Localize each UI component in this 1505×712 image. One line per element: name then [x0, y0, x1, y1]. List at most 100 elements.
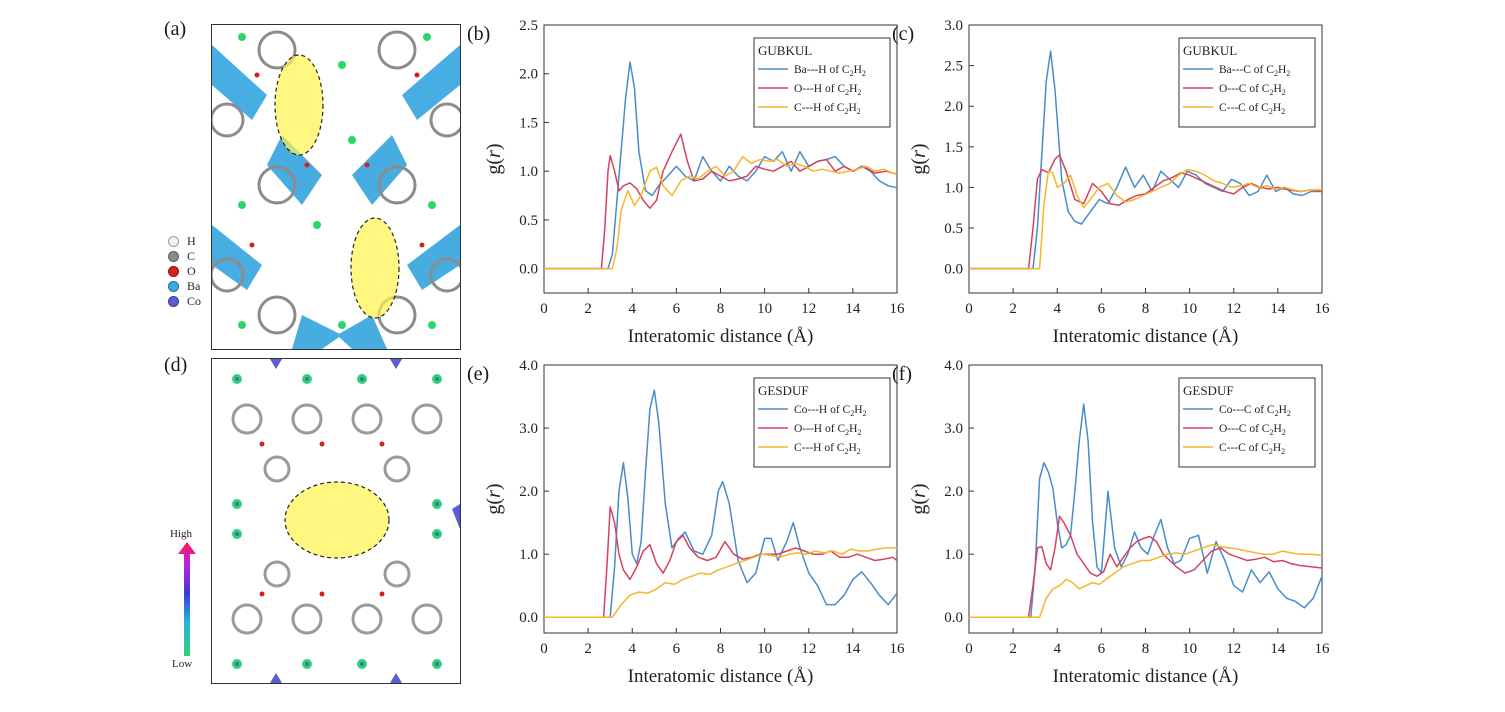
- x-tick-label: 4: [629, 301, 637, 317]
- y-tick-label: 2.0: [944, 99, 963, 115]
- y-tick-label: 4.0: [519, 358, 538, 374]
- x-axis-label: Interatomic distance (Å): [1053, 326, 1239, 347]
- legend-entry: Co---H of C2H2: [794, 404, 867, 418]
- atom-h-swatch: [168, 236, 179, 247]
- legend-entry: Co---C of C2H2: [1219, 404, 1291, 418]
- y-tick-label: 1.0: [944, 180, 963, 196]
- y-tick-label: 2.0: [519, 484, 538, 500]
- structure-image-d: [211, 358, 461, 684]
- x-tick-label: 8: [717, 301, 725, 317]
- y-tick-label: 3.0: [944, 421, 963, 437]
- x-tick-label: 2: [584, 641, 592, 657]
- atom-legend-label: Ba: [187, 279, 201, 293]
- y-axis-label: g(r): [483, 483, 505, 514]
- scale-low-label: Low: [172, 658, 193, 670]
- y-tick-label: 0.0: [519, 262, 538, 278]
- x-tick-label: 0: [540, 301, 548, 317]
- x-tick-label: 6: [673, 641, 681, 657]
- legend-entry: Ba---C of C2H2: [1219, 64, 1290, 78]
- x-tick-label: 2: [1009, 641, 1017, 657]
- series-line: [544, 506, 898, 618]
- y-tick-label: 1.0: [519, 164, 538, 180]
- y-tick-label: 0.0: [944, 262, 963, 278]
- atom-legend-label: H: [187, 234, 196, 248]
- x-tick-label: 8: [1142, 301, 1150, 317]
- mof-structure-gubkul: [212, 30, 460, 349]
- atom-legend-label: O: [187, 264, 196, 278]
- x-tick-label: 16: [1315, 301, 1331, 317]
- legend-entry: C---C of C2H2: [1219, 442, 1285, 456]
- legend-box: [753, 377, 891, 468]
- x-tick-label: 8: [717, 641, 725, 657]
- legend-title: GESDUF: [1183, 383, 1234, 398]
- structure-image-a: [211, 24, 461, 350]
- series-line: [969, 154, 1323, 270]
- y-tick-label: 0.0: [944, 610, 963, 626]
- density-color-scale: [178, 542, 196, 656]
- x-tick-label: 12: [801, 301, 816, 317]
- atom-legend-item: C: [168, 249, 201, 264]
- series-line: [544, 155, 898, 270]
- x-tick-label: 10: [757, 301, 772, 317]
- x-tick-label: 0: [540, 641, 548, 657]
- y-tick-label: 1.0: [944, 547, 963, 563]
- atom-o-swatch: [168, 266, 179, 277]
- x-tick-label: 6: [1098, 301, 1106, 317]
- x-tick-label: 2: [584, 301, 592, 317]
- atom-legend-label: Co: [187, 294, 202, 308]
- series-line: [544, 133, 898, 270]
- atom-legend-item: Co: [168, 294, 201, 309]
- series-line: [969, 403, 1323, 618]
- y-tick-label: 0.5: [519, 213, 538, 229]
- x-tick-label: 0: [965, 301, 973, 317]
- atom-legend-label: C: [187, 249, 196, 263]
- y-tick-label: 2.5: [944, 59, 963, 75]
- panel-label-a: (a): [164, 18, 187, 40]
- series-line: [969, 515, 1323, 618]
- atom-legend: H C O Ba Co: [168, 234, 201, 309]
- y-tick-label: 3.0: [944, 18, 963, 34]
- panel-label-b: (b): [467, 23, 490, 45]
- atom-c-swatch: [168, 251, 179, 262]
- adsorption-site-highlight: [284, 481, 390, 559]
- x-tick-label: 14: [1270, 641, 1286, 657]
- y-tick-label: 1.5: [519, 115, 538, 131]
- x-tick-label: 12: [1226, 301, 1241, 317]
- rdf-chart-b: (b) 0 2 4 6 8 10 12 14 16 0.0 0.5 1.0 1.5 2.0 2.5 Intera…: [467, 18, 905, 347]
- y-tick-label: 1.0: [519, 547, 538, 563]
- series-line: [544, 547, 897, 618]
- legend-box: [753, 37, 891, 128]
- legend-title: GUBKUL: [758, 43, 812, 58]
- legend-title: GESDUF: [758, 383, 809, 398]
- x-tick-label: 6: [1098, 641, 1106, 657]
- y-axis-label: g(r): [483, 143, 505, 174]
- atom-legend-item: H: [168, 234, 201, 249]
- legend-box: [1178, 377, 1316, 468]
- x-tick-label: 2: [1009, 301, 1017, 317]
- y-tick-label: 4.0: [944, 358, 963, 374]
- y-axis-label: g(r): [908, 143, 930, 174]
- x-tick-label: 14: [845, 301, 861, 317]
- atom-ba-swatch: [168, 281, 179, 292]
- x-axis-label: Interatomic distance (Å): [628, 326, 814, 347]
- panel-label-e: (e): [467, 363, 489, 385]
- legend-title: GUBKUL: [1183, 43, 1237, 58]
- legend-entry: C---C of C2H2: [1219, 102, 1285, 116]
- y-tick-label: 2.0: [519, 67, 538, 83]
- x-tick-label: 6: [673, 301, 681, 317]
- rdf-chart-f: (f) 0 2 4 6 8 10 12 14 16 0.0 1.0 2.0 3.0 4.0 Interatom…: [892, 358, 1330, 687]
- series-line: [969, 543, 1323, 618]
- legend-entry: O---H of C2H2: [794, 83, 861, 97]
- atom-co-swatch: [168, 296, 179, 307]
- x-tick-label: 10: [757, 641, 772, 657]
- legend-entry: O---C of C2H2: [1219, 83, 1286, 97]
- legend-entry: O---C of C2H2: [1219, 423, 1286, 437]
- x-tick-label: 14: [845, 641, 861, 657]
- x-tick-label: 8: [1142, 641, 1150, 657]
- panel-label-f: (f): [892, 363, 912, 385]
- panel-label-d: (d): [164, 354, 188, 376]
- x-tick-label: 10: [1182, 641, 1197, 657]
- legend-entry: C---H of C2H2: [794, 442, 861, 456]
- y-tick-label: 0.5: [944, 221, 963, 237]
- x-tick-label: 10: [1182, 301, 1197, 317]
